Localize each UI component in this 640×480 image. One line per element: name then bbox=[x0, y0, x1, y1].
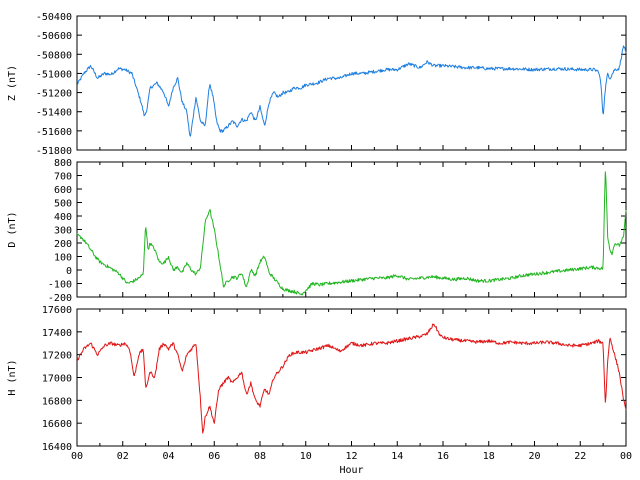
y-tick-label: -50400 bbox=[36, 12, 72, 23]
plot-frame-h bbox=[76, 308, 627, 447]
plot-frame-d bbox=[76, 161, 627, 298]
x-tick-label: 04 bbox=[162, 451, 174, 462]
x-tick-label: 02 bbox=[117, 451, 129, 462]
y-tick-label: 800 bbox=[54, 158, 72, 169]
x-tick-label: 22 bbox=[574, 451, 586, 462]
x-tick-label: 18 bbox=[483, 451, 495, 462]
series-line-z bbox=[76, 45, 627, 137]
series-line-h bbox=[76, 323, 627, 434]
y-tick-label: 17200 bbox=[42, 351, 72, 362]
x-tick-label: 12 bbox=[345, 451, 357, 462]
y-tick-label: 200 bbox=[54, 239, 72, 250]
y-tick-label: -51200 bbox=[36, 89, 72, 100]
y-tick-label: 700 bbox=[54, 172, 72, 183]
y-tick-label: 100 bbox=[54, 253, 72, 264]
x-tick-label: 20 bbox=[528, 451, 540, 462]
y-tick-label: 16600 bbox=[42, 419, 72, 430]
plot-frame-z bbox=[76, 15, 627, 151]
y-tick-label: 16400 bbox=[42, 442, 72, 453]
y-tick-label: -50600 bbox=[36, 31, 72, 42]
panel-z: -51800 -51600 -51400 -51200 -51000 -50800 -506… bbox=[7, 12, 627, 157]
x-tick-label: 00 bbox=[620, 451, 632, 462]
series-line-d bbox=[76, 171, 627, 296]
x-tick-label: 06 bbox=[208, 451, 220, 462]
y-tick-label: -200 bbox=[48, 293, 72, 304]
y-tick-label: 600 bbox=[54, 185, 72, 196]
y-tick-label: 300 bbox=[54, 226, 72, 237]
x-tick-label: 10 bbox=[300, 451, 312, 462]
y-tick-label: 16800 bbox=[42, 396, 72, 407]
y-axis-label-h: H (nT) bbox=[7, 359, 18, 395]
y-tick-label: 0 bbox=[66, 266, 72, 277]
y-tick-label: -100 bbox=[48, 280, 72, 291]
y-tick-label: 17600 bbox=[42, 305, 72, 316]
panel-d: -200 -100 0 100 200 300 400 500 600 700 800 D (nT) bbox=[7, 158, 627, 304]
x-tick-label: 14 bbox=[391, 451, 403, 462]
x-tick-label: 00 bbox=[71, 451, 83, 462]
y-tick-label: 400 bbox=[54, 212, 72, 223]
y-axis-label-d: D (nT) bbox=[7, 211, 18, 247]
y-tick-label: -51800 bbox=[36, 146, 72, 157]
panel-h: 16400 16600 16800 17000 17200 17400 17600 H (nT… bbox=[7, 305, 627, 453]
y-tick-label: -51000 bbox=[36, 69, 72, 80]
y-tick-label: 17000 bbox=[42, 374, 72, 385]
y-tick-label: -51400 bbox=[36, 108, 72, 119]
y-tick-label: 17400 bbox=[42, 328, 72, 339]
x-tick-label: 16 bbox=[437, 451, 449, 462]
y-tick-label: 500 bbox=[54, 199, 72, 210]
x-tick-label: 08 bbox=[254, 451, 266, 462]
y-tick-label: -50800 bbox=[36, 50, 72, 61]
x-axis-label: Hour bbox=[339, 465, 363, 476]
y-tick-label: -51600 bbox=[36, 127, 72, 138]
y-axis-label-z: Z (nT) bbox=[7, 65, 18, 101]
